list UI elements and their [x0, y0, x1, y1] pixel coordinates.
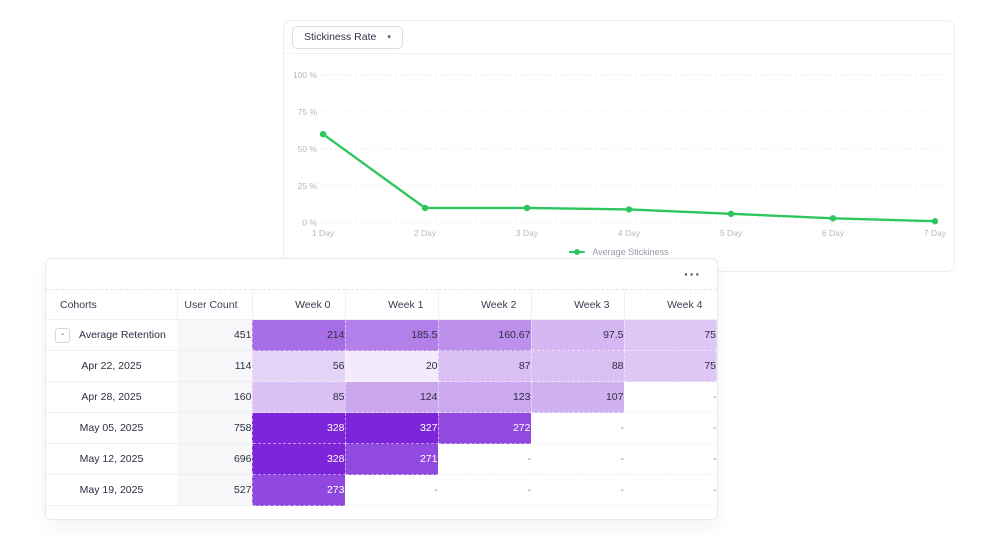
week-4-cell[interactable]: - — [624, 443, 717, 475]
chart-legend[interactable]: Average Stickiness — [284, 247, 954, 257]
week-0-cell[interactable]: 85 — [251, 381, 346, 413]
data-point-6-day[interactable] — [829, 215, 837, 222]
table-row: - Average Retention 451 214 185.5 160.67 97.5 7… — [46, 319, 717, 351]
week-1-cell[interactable]: 124 — [344, 381, 439, 413]
week-4-cell[interactable]: 75 — [623, 319, 717, 351]
metric-selector-value: Stickiness Rate — [304, 31, 377, 43]
x-axis-tick-label: 7 Day — [924, 228, 947, 238]
y-axis-tick-label: 100 % — [293, 70, 318, 80]
y-axis-tick-label: 75 % — [298, 107, 318, 117]
week-2-cell[interactable]: - — [438, 443, 531, 475]
week-4-cell[interactable]: 75 — [623, 350, 717, 382]
week-1-cell[interactable]: 271 — [344, 443, 439, 475]
week-3-cell[interactable]: - — [531, 443, 624, 475]
x-axis-tick-label: 1 Day — [312, 228, 335, 238]
chart-card-header: Stickiness Rate ▾ — [284, 21, 954, 54]
week-0-cell[interactable]: 328 — [251, 412, 346, 444]
week-3-cell[interactable]: 97.5 — [530, 319, 625, 351]
legend-label: Average Stickiness — [592, 247, 669, 257]
cohort-label: Average Retention — [79, 329, 166, 341]
week-0-cell[interactable]: 328 — [251, 443, 346, 475]
y-axis-tick-label: 0 % — [302, 218, 317, 228]
column-header-user-count: User Count — [176, 289, 252, 320]
column-header-week-0: Week 0 — [251, 289, 345, 320]
user-count-cell: 160 — [177, 381, 252, 413]
column-header-week-2: Week 2 — [437, 289, 531, 320]
week-3-cell[interactable]: 88 — [530, 350, 625, 382]
cohort-cell: - Average Retention — [46, 319, 177, 351]
data-point-2-day[interactable] — [421, 204, 429, 212]
table-row: May 19, 2025 527 273- - - - — [46, 474, 717, 506]
x-axis-tick-label: 2 Day — [414, 228, 437, 238]
x-axis-tick-label: 5 Day — [720, 228, 743, 238]
collapse-row-button[interactable]: - — [55, 327, 70, 343]
data-point-3-day[interactable] — [523, 204, 531, 212]
cohort-cell: May 05, 2025 — [46, 412, 177, 444]
stickiness-chart-card: Stickiness Rate ▾ 100 % 75 % 50 % 25 % 0 % 1 … — [283, 20, 955, 272]
metric-selector-dropdown[interactable]: Stickiness Rate ▾ — [292, 25, 403, 49]
column-header-week-1: Week 1 — [344, 289, 438, 320]
user-count-cell: 451 — [177, 319, 252, 351]
user-count-cell: 758 — [177, 412, 252, 444]
x-axis-tick-label: 4 Day — [618, 228, 641, 238]
week-0-cell[interactable]: 273 — [251, 474, 346, 506]
data-point-5-day[interactable] — [727, 210, 735, 218]
table-card-header: ··· — [46, 259, 717, 289]
week-1-cell[interactable]: 327 — [344, 412, 439, 444]
y-axis-tick-label: 50 % — [298, 144, 318, 154]
week-0-cell[interactable]: 56 — [251, 350, 346, 382]
chevron-down-icon: ▾ — [387, 33, 391, 41]
cohort-cell: May 19, 2025 — [46, 474, 177, 506]
table-row: May 12, 2025 696 328 271- - - — [46, 443, 717, 475]
week-2-cell[interactable]: 272 — [437, 412, 532, 444]
cohort-cell: May 12, 2025 — [46, 443, 177, 475]
week-1-cell[interactable]: 20 — [344, 350, 439, 382]
week-1-cell[interactable]: - — [345, 474, 438, 506]
user-count-cell: 527 — [177, 474, 252, 506]
data-point-1-day[interactable] — [319, 130, 327, 138]
week-4-cell[interactable]: - — [624, 474, 717, 506]
week-3-cell[interactable]: 107 — [530, 381, 625, 413]
week-2-cell[interactable]: 87 — [437, 350, 532, 382]
table-header-row: Cohorts User Count Week 0 Week 1 Week 2 Week … — [46, 289, 717, 320]
table-row: Apr 28, 2025 160 85 124 123 107- — [46, 381, 717, 413]
week-3-cell[interactable]: - — [531, 474, 624, 506]
cohort-cell: Apr 22, 2025 — [46, 350, 177, 382]
column-header-week-4: Week 4 — [623, 289, 717, 320]
x-axis-tick-label: 6 Day — [822, 228, 845, 238]
stickiness-line-chart: 100 % 75 % 50 % 25 % 0 %1 Day 2 Day 3 Day 4 Day… — [293, 70, 948, 238]
data-point-7-day[interactable] — [931, 218, 939, 225]
table-row: Apr 22, 2025 114 56 20 87 88 75 — [46, 350, 717, 382]
week-4-cell[interactable]: - — [624, 412, 717, 444]
y-axis-tick-label: 25 % — [298, 181, 318, 191]
cohort-cell: Apr 28, 2025 — [46, 381, 177, 413]
x-axis-tick-label: 3 Day — [516, 228, 539, 238]
more-options-icon[interactable]: ··· — [684, 266, 701, 282]
week-2-cell[interactable]: 160.67 — [437, 319, 532, 351]
week-3-cell[interactable]: - — [531, 412, 624, 444]
week-1-cell[interactable]: 185.5 — [344, 319, 439, 351]
week-0-cell[interactable]: 214 — [251, 319, 346, 351]
data-point-4-day[interactable] — [625, 206, 633, 213]
table-row: May 05, 2025 758 328 327 272- - — [46, 412, 717, 444]
week-2-cell[interactable]: - — [438, 474, 531, 506]
cohort-retention-table: Cohorts User Count Week 0 Week 1 Week 2 Week … — [46, 289, 717, 506]
legend-series-marker-icon — [569, 248, 586, 256]
week-2-cell[interactable]: 123 — [437, 381, 532, 413]
user-count-cell: 696 — [177, 443, 252, 475]
column-header-cohorts: Cohorts — [46, 289, 177, 320]
week-4-cell[interactable]: - — [624, 381, 717, 413]
column-header-week-3: Week 3 — [530, 289, 624, 320]
user-count-cell: 114 — [177, 350, 252, 382]
